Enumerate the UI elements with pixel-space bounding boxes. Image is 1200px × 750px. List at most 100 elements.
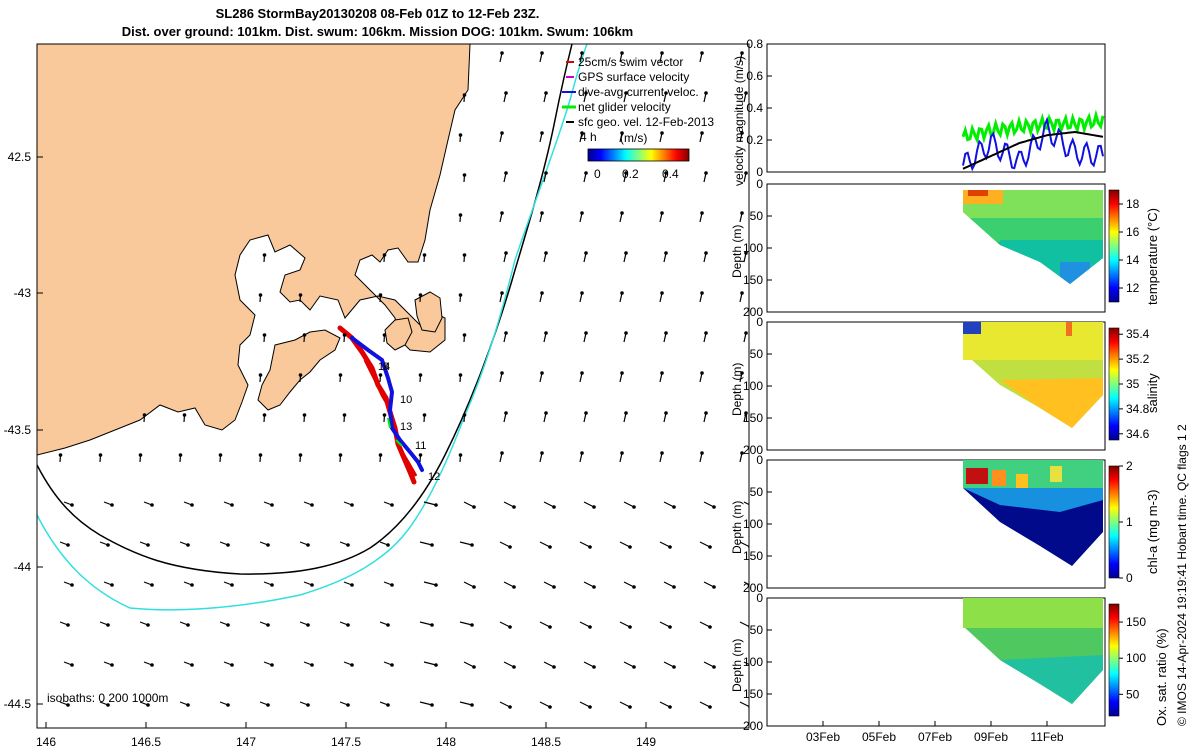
temperature-hot-patch: [968, 190, 988, 196]
velocity-arrow-head: [66, 543, 70, 547]
velocity-arrow-head: [386, 543, 390, 547]
velocity-arrow-head: [704, 331, 708, 335]
velocity-arrow-head: [744, 331, 748, 335]
velocity-arrow-head: [588, 705, 592, 709]
velocity-arrow-head: [580, 211, 584, 215]
velocity-arrow-head: [350, 663, 354, 667]
velocity-arrow-head: [580, 451, 584, 455]
colorbar-tick-label: 35.2: [1126, 352, 1150, 366]
velocity-arrow-head: [620, 451, 624, 455]
velocity-arrow-head: [190, 503, 194, 507]
velocity-arrow-head: [350, 503, 354, 507]
velocity-arrow: [659, 701, 671, 708]
velocity-arrow-head: [504, 411, 508, 415]
velocity-arrow-head: [342, 333, 347, 337]
velocity-arrow-head: [752, 505, 756, 509]
depth-y-tick-label: 100: [743, 517, 763, 531]
velocity-arrow-head: [66, 703, 70, 707]
velocity-arrow-head: [58, 453, 63, 457]
velocity-arrow: [583, 661, 595, 668]
oxygen-panel: [766, 597, 1106, 727]
velocity-arrow-head: [138, 453, 143, 457]
east-island-land: [414, 291, 443, 333]
depth-y-tick-label: 0: [756, 177, 763, 191]
velocity-arrow-head: [230, 503, 234, 507]
velocity-arrow-head: [708, 545, 712, 549]
velocity-arrow-head: [110, 583, 114, 587]
depth-y-tick-label: 150: [743, 411, 763, 425]
velocity-arrow-head: [740, 451, 744, 455]
velocity-arrow-head: [620, 291, 624, 295]
velocity-arrow: [463, 661, 475, 668]
glider-track-red: [337, 325, 417, 485]
velocity-arrow-head: [430, 623, 434, 627]
velocity-arrow: [583, 581, 595, 588]
velocity-arrow-head: [700, 291, 704, 295]
chlorophyll-panel: [766, 459, 1106, 589]
velocity-series: [961, 109, 1105, 172]
velocity-arrow: [739, 621, 749, 628]
velocity-arrow-head: [552, 585, 556, 589]
map-lat-tick-label: -44.5: [4, 697, 32, 711]
velocity-arrow: [663, 581, 675, 588]
velocity-arrow-head: [106, 543, 110, 547]
velocity-arrow-head: [418, 373, 423, 377]
time-x-tick-label: 09Feb: [974, 730, 1008, 744]
time-x-tick-label: 11Feb: [1030, 730, 1063, 744]
velocity-arrow: [583, 501, 595, 508]
velocity-arrow: [743, 581, 749, 586]
velocity-arrow-head: [540, 51, 544, 55]
imos-credit: © IMOS 14-Apr-2024 19:19:41 Hobart time.…: [1175, 424, 1189, 726]
velocity-arrow-head: [142, 413, 147, 417]
oxygen-colorbar-label: Ox. sat. ratio (%): [1154, 628, 1169, 726]
map-lat-tick-label: -43.5: [4, 423, 32, 437]
velocity-arrow-head: [668, 625, 672, 629]
chlorophyll-colorbar: [1108, 465, 1120, 579]
velocity-arrow: [619, 701, 631, 708]
salinity-deep-layer: [1000, 378, 1103, 428]
velocity-arrow: [743, 501, 749, 506]
surface-velocity-arrows: [58, 51, 756, 709]
velocity-arrow-head: [588, 545, 592, 549]
colorbar-tick-label: 12: [1126, 281, 1140, 295]
depth-y-tick-label: 100: [743, 379, 763, 393]
velocity-y-tick-label: 0.6: [746, 69, 763, 83]
velocity-arrow: [503, 581, 515, 588]
depth-y-tick-label: 50: [750, 485, 764, 499]
velocity-arrow-head: [458, 293, 463, 297]
velocity-arrow-head: [588, 625, 592, 629]
velocity-arrow-head: [434, 583, 438, 587]
velocity-arrow-head: [628, 705, 632, 709]
salinity-fresh-patch: [963, 322, 981, 334]
velocity-arrow-head: [390, 503, 394, 507]
velocity-arrow-head: [302, 333, 307, 337]
temperature-ylabel: Depth (m): [730, 225, 744, 278]
velocity-arrow-head: [378, 373, 383, 377]
map-axes-frame: [36, 43, 750, 729]
velocity-arrow-head: [504, 91, 508, 95]
velocity-arrow-head: [70, 503, 74, 507]
velocity-arrow-head: [704, 411, 708, 415]
velocity-arrow-head: [146, 543, 150, 547]
velocity-arrow-head: [624, 411, 628, 415]
velocity-arrow-head: [700, 371, 704, 375]
velocity-arrow: [623, 501, 635, 508]
velocity-arrow-head: [552, 665, 556, 669]
velocity-arrow-head: [270, 583, 274, 587]
velocity-arrow: [743, 661, 749, 666]
velocity-arrow-head: [386, 623, 390, 627]
map-lon-tick-label: 147.5: [331, 735, 361, 749]
velocity-arrow-head: [458, 453, 463, 457]
salinity-colorbar-ticks: 34.6 34.8 35 35.2 35.4: [1119, 327, 1150, 441]
velocity-arrow-head: [462, 333, 467, 337]
velocity-arrow-head: [580, 291, 584, 295]
glider-track-green: [387, 417, 403, 447]
colorbar-tick-label: 34.6: [1126, 427, 1150, 441]
velocity-arrow-head: [458, 133, 463, 137]
velocity-arrow: [539, 541, 551, 548]
velocity-arrow-head: [660, 451, 664, 455]
velocity-arrow-head: [458, 213, 463, 217]
velocity-arrow-head: [106, 623, 110, 627]
velocity-arrow-head: [664, 331, 668, 335]
time-x-tick-label: 05Feb: [862, 730, 896, 744]
